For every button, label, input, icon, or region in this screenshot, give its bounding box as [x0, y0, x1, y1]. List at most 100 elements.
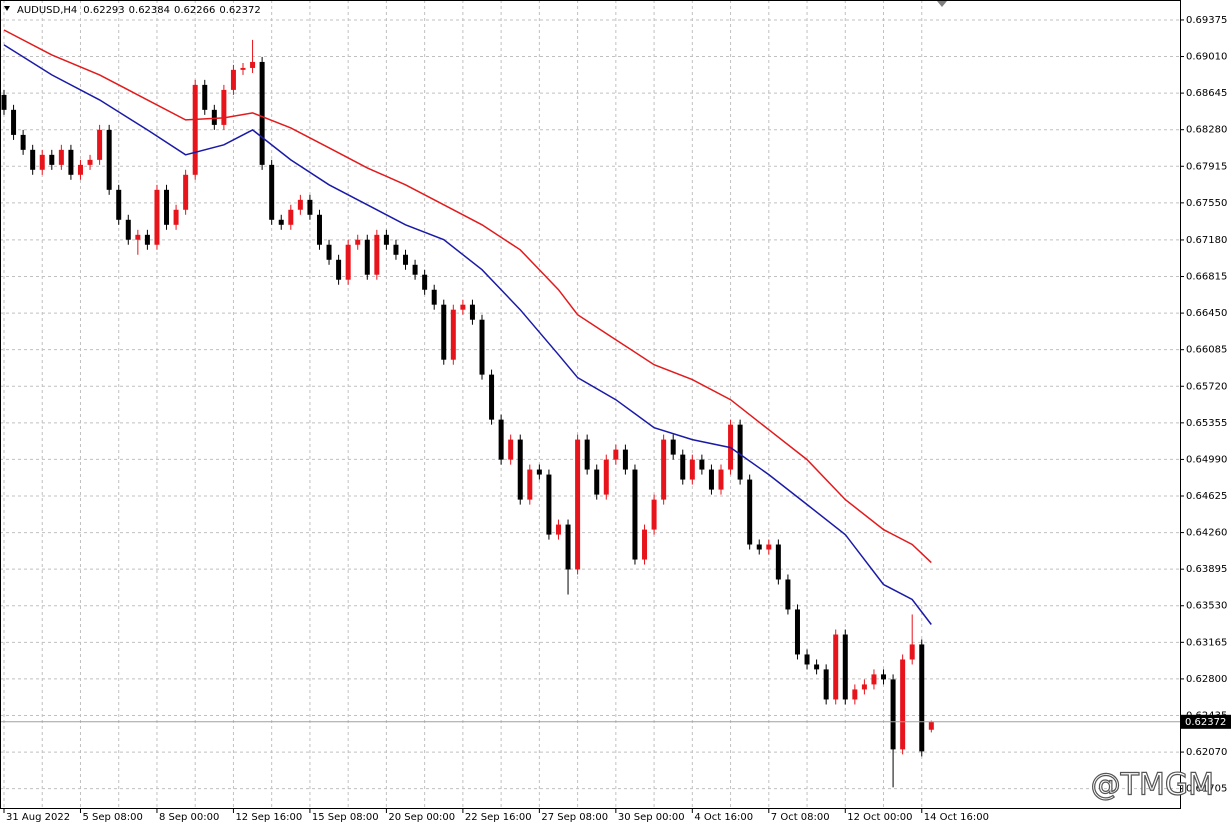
plot — [0, 29, 1180, 788]
menu-arrow[interactable] — [4, 6, 10, 11]
shift-marker[interactable] — [937, 1, 947, 7]
candle-body — [230, 69, 236, 90]
watermark: @TMGM — [1091, 768, 1214, 803]
symbol: AUDUSD,H4 — [17, 5, 77, 16]
candle-body — [718, 469, 724, 490]
header-open: 0.62293 — [83, 5, 124, 16]
y-tick-label: 0.65355 — [1186, 418, 1227, 429]
header-close: 0.62372 — [219, 5, 260, 16]
candle-body — [651, 499, 657, 530]
candle-body — [183, 174, 189, 210]
x-tick-label: 14 Oct 16:00 — [924, 812, 989, 823]
candle-body — [680, 454, 686, 480]
y-tick-label: 0.66815 — [1186, 272, 1227, 283]
candle-body — [336, 259, 342, 280]
x-tick-label: 20 Sep 00:00 — [388, 812, 455, 823]
candle-body — [527, 469, 533, 500]
candle-body — [555, 524, 561, 535]
candle-body — [489, 374, 495, 420]
candle-body — [364, 239, 370, 275]
candle-body — [928, 721, 934, 730]
candle-body — [450, 309, 456, 360]
candle-body — [699, 459, 705, 470]
y-tick-label: 0.61705 — [1186, 784, 1227, 795]
candle-body — [642, 529, 648, 560]
candle-body — [833, 634, 839, 700]
candle-body — [469, 304, 475, 320]
x-tick-label: 22 Sep 16:00 — [465, 812, 532, 823]
candle-body — [221, 89, 227, 125]
y-tick-label: 0.67915 — [1186, 161, 1227, 172]
candle-body — [775, 544, 781, 580]
moving-average-line — [3, 29, 932, 564]
candle-body — [154, 189, 160, 245]
candle-body — [909, 644, 915, 660]
candle-body — [508, 439, 514, 460]
y-tick-label: 0.67180 — [1186, 235, 1227, 246]
candle-body — [622, 449, 628, 470]
x-tick-label: 27 Sep 08:00 — [541, 812, 608, 823]
candle-body — [106, 129, 112, 190]
y-tick-label: 0.64990 — [1186, 454, 1227, 465]
candle-body — [412, 264, 418, 275]
candle-body — [278, 219, 284, 225]
candle-body — [842, 634, 848, 700]
candle-body — [97, 129, 103, 160]
candle-body — [345, 244, 351, 280]
candle-body — [852, 689, 858, 700]
y-tick-label: 0.62070 — [1186, 747, 1227, 758]
candle-body — [565, 524, 571, 570]
candle-body — [431, 289, 437, 305]
candle-body — [58, 149, 64, 165]
y-tick-label: 0.68280 — [1186, 125, 1227, 136]
candle-body — [881, 674, 887, 680]
candle-body — [259, 61, 265, 165]
candle-body — [307, 199, 313, 215]
y-tick-label: 0.65720 — [1186, 381, 1227, 392]
candle-body — [632, 469, 638, 560]
x-tick-label: 12 Oct 00:00 — [847, 812, 912, 823]
candle-body — [785, 579, 791, 610]
axes: 0.69375 0.69010 0.68645 0.68280 0.67915 0.675… — [3, 15, 1231, 823]
candle-body — [202, 84, 208, 110]
candle-body — [575, 439, 581, 570]
header-low: 0.62266 — [174, 5, 215, 16]
candle-body — [422, 274, 428, 290]
candle-body — [383, 234, 389, 245]
candle-body — [747, 479, 753, 545]
candle-body — [393, 244, 399, 255]
y-tick-label: 0.69010 — [1186, 52, 1227, 63]
candle-body — [441, 304, 447, 360]
grid — [0, 0, 1180, 808]
y-tick-label: 0.63530 — [1186, 601, 1227, 612]
candle-body — [708, 469, 714, 490]
candle-body — [546, 474, 552, 535]
candle-body — [49, 154, 55, 165]
candle-body — [68, 149, 74, 175]
candle-body — [756, 544, 762, 550]
candle-body — [297, 199, 303, 210]
header-high: 0.62384 — [129, 5, 170, 16]
y-tick-label: 0.64260 — [1186, 528, 1227, 539]
candle-body — [594, 469, 600, 495]
y-tick-label: 0.64625 — [1186, 491, 1227, 502]
price-tag — [1181, 714, 1231, 729]
candle-body — [794, 609, 800, 655]
y-tick-label: 0.63165 — [1186, 637, 1227, 648]
candle-body — [670, 439, 676, 455]
x-tick-label: 7 Oct 08:00 — [771, 812, 830, 823]
x-tick-label: 12 Sep 16:00 — [235, 812, 302, 823]
price-tag-label: 0.62372 — [1185, 717, 1226, 728]
candle-body — [900, 659, 906, 750]
candle-body — [861, 684, 867, 690]
candle-body — [240, 67, 246, 70]
candle-body — [479, 319, 485, 375]
candle-body — [766, 544, 772, 550]
y-tick-label: 0.67550 — [1186, 198, 1227, 209]
x-tick-label: 15 Sep 08:00 — [312, 812, 379, 823]
y-tick-label: 0.68645 — [1186, 88, 1227, 99]
candle-body — [30, 149, 36, 170]
candle-body — [355, 239, 361, 245]
